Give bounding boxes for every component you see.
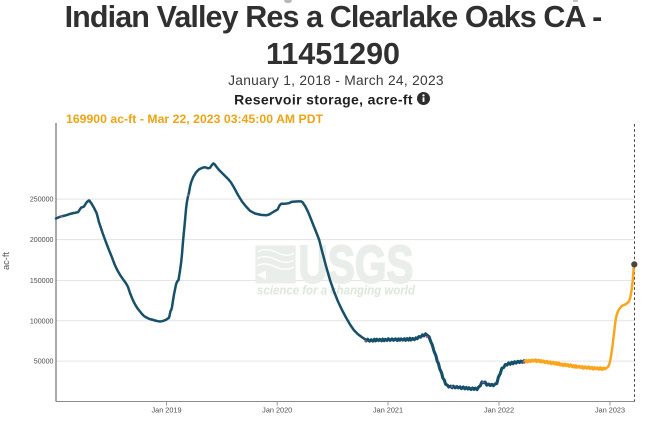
svg-text:Jan 2021: Jan 2021: [373, 406, 403, 415]
svg-text:ac-ft: ac-ft: [1, 252, 11, 270]
svg-text:Jan 2022: Jan 2022: [484, 406, 514, 415]
svg-text:science for a changing world: science for a changing world: [257, 283, 416, 298]
svg-text:100000: 100000: [30, 317, 54, 325]
svg-text:USGS: USGS: [299, 236, 414, 295]
svg-text:Jan 2019: Jan 2019: [151, 406, 181, 415]
svg-text:150000: 150000: [30, 277, 54, 285]
svg-text:50000: 50000: [34, 358, 54, 366]
svg-text:200000: 200000: [30, 236, 54, 244]
svg-text:250000: 250000: [30, 196, 54, 204]
svg-text:Jan 2023: Jan 2023: [595, 406, 625, 415]
svg-text:Jan 2020: Jan 2020: [262, 406, 292, 415]
